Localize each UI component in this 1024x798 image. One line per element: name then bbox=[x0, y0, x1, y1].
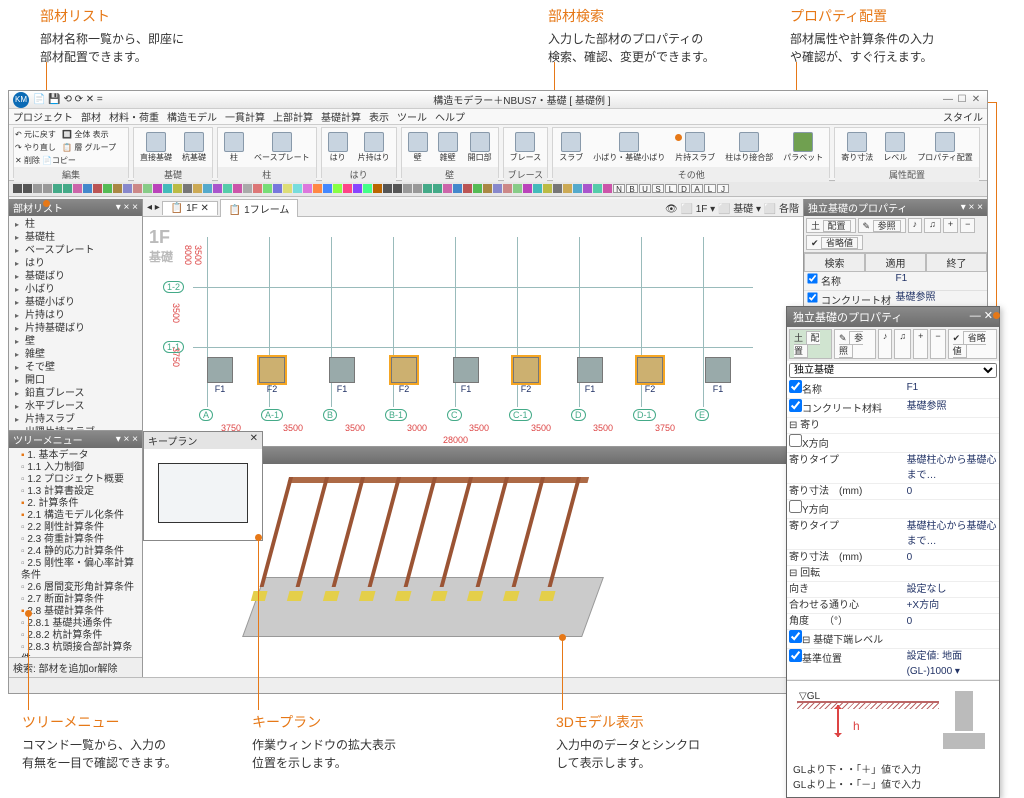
callout-treemenu: ツリーメニュー コマンド一覧から、入力の有無を一目で確認できます。 bbox=[22, 712, 177, 772]
tree-item[interactable]: 1.1 入力制御 bbox=[13, 462, 140, 474]
tree-item[interactable]: 2.8 基礎計算条件 bbox=[13, 606, 140, 618]
callout-view3d: 3Dモデル表示 入力中のデータとシンクロして表示します。 bbox=[556, 712, 700, 772]
ribbon: ↶ 元に戻す 🔲 全体 表示 ↷ やり直し 📋 層 グループ ✕ 削除 📄コピー… bbox=[9, 125, 987, 181]
window-controls[interactable]: —☐✕ bbox=[941, 94, 983, 105]
tree-item[interactable]: 2.4 静的応力計算条件 bbox=[13, 546, 140, 558]
partlist-item[interactable]: 開口 bbox=[15, 374, 140, 387]
app-logo-icon: KM bbox=[13, 92, 29, 108]
partlist-item[interactable]: 基礎柱 bbox=[15, 231, 140, 244]
partlist-item[interactable]: 鉛直ブレース bbox=[15, 387, 140, 400]
tree-item[interactable]: 2.7 断面計算条件 bbox=[13, 594, 140, 606]
tree-item[interactable]: 1. 基本データ bbox=[13, 450, 140, 462]
callout-title: 部材リスト bbox=[40, 6, 184, 26]
ribbon-pile-found[interactable]: 杭基礎 bbox=[178, 130, 210, 165]
color-swatch-bar[interactable]: NBUSLDALJ bbox=[9, 181, 987, 197]
prop-type-select[interactable]: 独立基礎 bbox=[789, 363, 997, 378]
footing[interactable]: F2 bbox=[513, 357, 539, 383]
footing[interactable]: F1 bbox=[453, 357, 479, 383]
partlist-item[interactable]: 柱 bbox=[15, 218, 140, 231]
tree-item[interactable]: 2.6 層間変形角計算条件 bbox=[13, 582, 140, 594]
tree-item[interactable]: 2.3 荷重計算条件 bbox=[13, 534, 140, 546]
tree-item[interactable]: 2.5 剛性率・偏心率計算条件 bbox=[13, 558, 140, 582]
plan-view-2d[interactable]: 1F基礎 1-21-1A3750A-13500B3500B-13000C3500… bbox=[143, 217, 803, 447]
callout-keyplan: キープラン 作業ウィンドウの拡大表示位置を示します。 bbox=[252, 712, 396, 772]
footing[interactable]: F2 bbox=[259, 357, 285, 383]
tree-item[interactable]: 1.2 プロジェクト概要 bbox=[13, 474, 140, 486]
tree-item[interactable]: 2.8.3 杭頭接合部計算条件 bbox=[13, 642, 140, 657]
tree-item[interactable]: 1.3 計算書設定 bbox=[13, 486, 140, 498]
partlist-item[interactable]: 片持基礎ばり bbox=[15, 322, 140, 335]
partlist-item[interactable]: はり bbox=[15, 257, 140, 270]
footing[interactable]: F1 bbox=[329, 357, 355, 383]
callout-search: 部材検索 入力した部材のプロパティの検索、確認、変更ができます。 bbox=[548, 6, 715, 66]
menubar[interactable]: プロジェクト部材材料・荷重 構造モデル一貫計算上部計算 基礎計算表示ツール ヘル… bbox=[9, 109, 987, 125]
footing[interactable]: F2 bbox=[637, 357, 663, 383]
callout-propset: プロパティ配置 部材属性や計算条件の入力や確認が、すぐ行えます。 bbox=[790, 6, 934, 66]
partlist-item[interactable]: 壁 bbox=[15, 335, 140, 348]
partlist-item[interactable]: 雑壁 bbox=[15, 348, 140, 361]
partlist-item[interactable]: 片持スラブ bbox=[15, 413, 140, 426]
tree-item[interactable]: 2.2 剛性計算条件 bbox=[13, 522, 140, 534]
callout-partlist: 部材リスト 部材名称一覧から、即座に部材配置できます。 bbox=[40, 6, 184, 66]
window-title: 構造モデラー＋NBUS7・基礎 [ 基礎例 ] bbox=[103, 92, 941, 107]
partlist-item[interactable]: 水平ブレース bbox=[15, 400, 140, 413]
tree-item[interactable]: 2.1 構造モデル化条件 bbox=[13, 510, 140, 522]
partlist-item[interactable]: そで壁 bbox=[15, 361, 140, 374]
footing[interactable]: F1 bbox=[207, 357, 233, 383]
tree-item[interactable]: 2.8.1 基礎共通条件 bbox=[13, 618, 140, 630]
footing[interactable]: F1 bbox=[705, 357, 731, 383]
partlist-item[interactable]: 小ばり bbox=[15, 283, 140, 296]
titlebar: KM 📄 💾 ⟲ ⟳ ✕ = 構造モデラー＋NBUS7・基礎 [ 基礎例 ] —… bbox=[9, 91, 987, 109]
tree-item[interactable]: 2. 計算条件 bbox=[13, 498, 140, 510]
footing[interactable]: F1 bbox=[577, 357, 603, 383]
footing[interactable]: F2 bbox=[391, 357, 417, 383]
partlist-item[interactable]: ベースプレート bbox=[15, 244, 140, 257]
property-dialog[interactable]: 独立基礎のプロパティ— ✕ 土 配置 ✎ 参照 ♪♫ +− ✔ 省略値 独立基礎… bbox=[786, 306, 1000, 798]
keyplan-window[interactable]: キープラン✕ bbox=[143, 431, 263, 541]
tree-item[interactable]: 2.8.2 杭計算条件 bbox=[13, 630, 140, 642]
view-tabs[interactable]: ◂ ▸ 📋 1F ✕ 📋 1フレーム 👁 ⬜ 1F ▾ ⬜ 基礎 ▾ ⬜ 各階 bbox=[143, 199, 803, 217]
partlist-item[interactable]: 片持はり bbox=[15, 309, 140, 322]
partlist-item[interactable]: 基礎小ばり bbox=[15, 296, 140, 309]
partlist-item[interactable]: 基礎ばり bbox=[15, 270, 140, 283]
part-list-panel: 部材リスト▾ × × 柱基礎柱ベースプレートはり基礎ばり小ばり基礎小ばり片持はり… bbox=[9, 199, 142, 431]
ribbon-direct-found[interactable]: 直接基礎 bbox=[136, 130, 176, 165]
